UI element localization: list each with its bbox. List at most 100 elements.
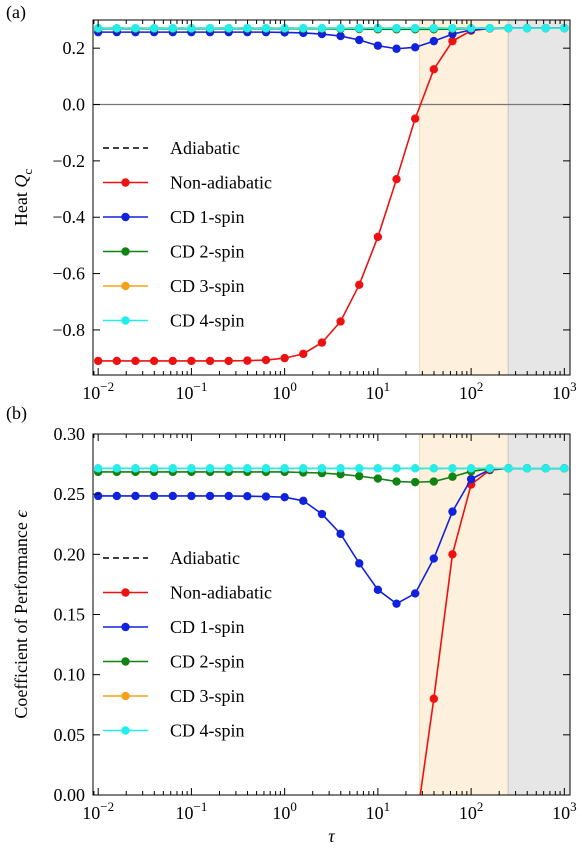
data-point <box>373 585 383 595</box>
shaded-region-1 <box>419 20 509 375</box>
data-point <box>187 356 196 366</box>
legend-item: Non-adiabatic <box>103 583 272 603</box>
data-point <box>410 43 420 52</box>
data-point <box>205 464 215 473</box>
data-point <box>187 23 196 33</box>
data-point <box>522 464 532 473</box>
data-point <box>187 491 196 501</box>
axes-frame <box>92 19 571 376</box>
data-point <box>355 35 364 45</box>
data-point <box>448 550 457 559</box>
data-point <box>112 491 122 501</box>
data-point <box>448 507 457 516</box>
series-cd-4-spin <box>93 23 569 33</box>
data-point <box>168 491 177 501</box>
data-point <box>299 23 308 33</box>
legend-label: Adiabatic <box>170 138 240 158</box>
y-axis: 0.30 0.25 0.20 0.15 0.10 0.05 0.00 <box>54 424 570 805</box>
y-axis-label: Heat Qc <box>11 169 35 226</box>
data-point <box>429 464 439 473</box>
data-point <box>243 464 252 473</box>
data-point <box>168 23 177 33</box>
legend-marker <box>121 178 130 187</box>
data-point <box>429 65 439 74</box>
data-point <box>410 589 420 598</box>
legend-item: CD 2-spin <box>103 652 245 672</box>
data-point <box>466 474 476 484</box>
data-point <box>280 464 289 473</box>
legend-label: CD 2-spin <box>170 242 245 262</box>
y-tick-label: 0.10 <box>54 665 86 685</box>
shaded-region-1 <box>419 434 509 795</box>
legend-marker <box>121 726 130 735</box>
legend-marker <box>121 691 130 701</box>
y-tick-label: 0.30 <box>54 424 86 444</box>
x-tick-label: 10−1 <box>175 379 207 403</box>
data-point <box>448 464 457 473</box>
data-point <box>336 23 345 33</box>
legend-item: CD 1-spin <box>103 617 245 637</box>
data-point <box>392 174 401 184</box>
legend-item: Non-adiabatic <box>103 173 272 193</box>
x-tick-label: 100 <box>272 799 297 823</box>
legend-item: Adiabatic <box>103 548 240 568</box>
data-point <box>336 31 345 41</box>
data-point <box>373 23 383 33</box>
x-tick-label: 103 <box>552 379 577 403</box>
data-point <box>205 491 215 501</box>
x-axis-label: τ <box>328 826 335 846</box>
x-tick-label: 10−2 <box>82 799 114 823</box>
data-point <box>336 317 345 326</box>
data-point <box>541 23 550 33</box>
data-point <box>93 356 103 366</box>
data-point <box>317 509 327 519</box>
data-point <box>299 496 308 505</box>
y-tick-label: 0.15 <box>54 605 86 625</box>
y-tick-label: 0.05 <box>54 725 86 745</box>
data-point <box>336 470 345 479</box>
y-tick-label: 0.0 <box>63 95 86 115</box>
data-point <box>149 464 159 473</box>
data-point <box>131 23 140 33</box>
legend-label: Non-adiabatic <box>170 173 272 193</box>
y-axis-label: Coefficient of Performance ϵ <box>11 510 31 719</box>
data-point <box>149 491 159 501</box>
data-point <box>224 464 233 473</box>
data-point <box>410 23 420 33</box>
x-tick-label: 10−2 <box>82 379 114 403</box>
data-point <box>93 464 103 473</box>
chart-panel-a: 10−2 10−1 100 101 102 103 0.2 0.0 −0.2 −0.4 −0.6 −0… <box>6 2 577 403</box>
data-point <box>93 491 103 501</box>
data-point <box>299 349 308 359</box>
data-point <box>560 464 569 473</box>
legend-label: CD 3-spin <box>170 276 245 296</box>
data-point <box>336 529 345 539</box>
data-point <box>280 492 289 502</box>
legend-label: Non-adiabatic <box>170 583 272 603</box>
legend-item: CD 3-spin <box>103 686 245 706</box>
data-point <box>224 491 233 501</box>
data-point <box>112 23 122 33</box>
legend-label: CD 3-spin <box>170 686 245 706</box>
data-point <box>560 23 569 33</box>
data-point <box>410 464 420 473</box>
legend-label: CD 1-spin <box>170 617 245 637</box>
data-point <box>373 464 383 473</box>
legend-marker <box>121 247 130 256</box>
data-point <box>410 477 420 487</box>
shaded-region-2 <box>508 20 570 375</box>
y-tick-label: −0.4 <box>52 207 85 227</box>
legend-label: CD 4-spin <box>170 311 245 331</box>
data-point <box>243 492 252 501</box>
plot-area <box>93 20 570 375</box>
data-point <box>373 474 383 483</box>
data-point <box>504 23 513 33</box>
legend-item: CD 4-spin <box>103 311 245 331</box>
data-point <box>280 353 289 363</box>
data-point <box>373 41 383 50</box>
data-point <box>131 491 140 501</box>
data-point <box>448 472 457 481</box>
legend-marker <box>121 622 130 632</box>
y-tick-label: 0.00 <box>54 785 86 805</box>
